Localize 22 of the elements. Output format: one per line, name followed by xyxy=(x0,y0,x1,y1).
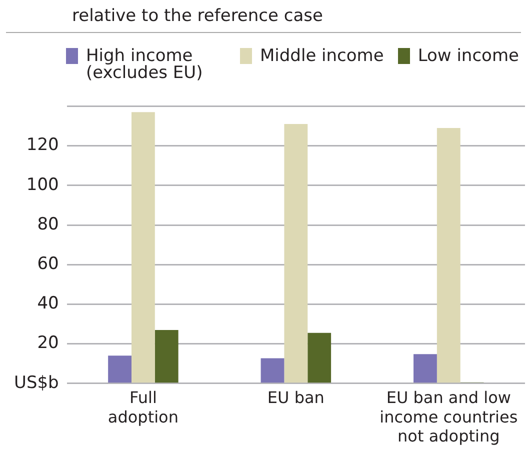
y-tick-label: 60 xyxy=(37,254,59,274)
x-tick-label: EU ban xyxy=(267,388,324,408)
bar xyxy=(284,124,308,383)
y-tick-label: 120 xyxy=(26,135,59,156)
chart-subtitle: relative to the reference case xyxy=(6,6,521,33)
bar xyxy=(131,112,155,383)
bar xyxy=(108,356,132,383)
y-tick-label: US$b xyxy=(14,372,59,393)
bar xyxy=(436,128,460,383)
y-tick-label: 20 xyxy=(37,333,59,354)
bar xyxy=(260,358,284,383)
bar xyxy=(414,354,437,383)
bar xyxy=(154,330,178,383)
y-tick-label: 100 xyxy=(26,174,59,195)
legend-label: High income (excludes EU) xyxy=(86,46,204,83)
y-tick-label: 40 xyxy=(37,294,59,314)
bar xyxy=(308,332,332,383)
legend-label: Middle income xyxy=(260,46,384,66)
x-tick-label: Full adoption xyxy=(108,388,178,426)
x-tick-label: EU ban and low income countries not adopting xyxy=(380,388,518,446)
legend-label: Low income xyxy=(418,46,519,66)
y-tick-label: 80 xyxy=(37,214,59,234)
